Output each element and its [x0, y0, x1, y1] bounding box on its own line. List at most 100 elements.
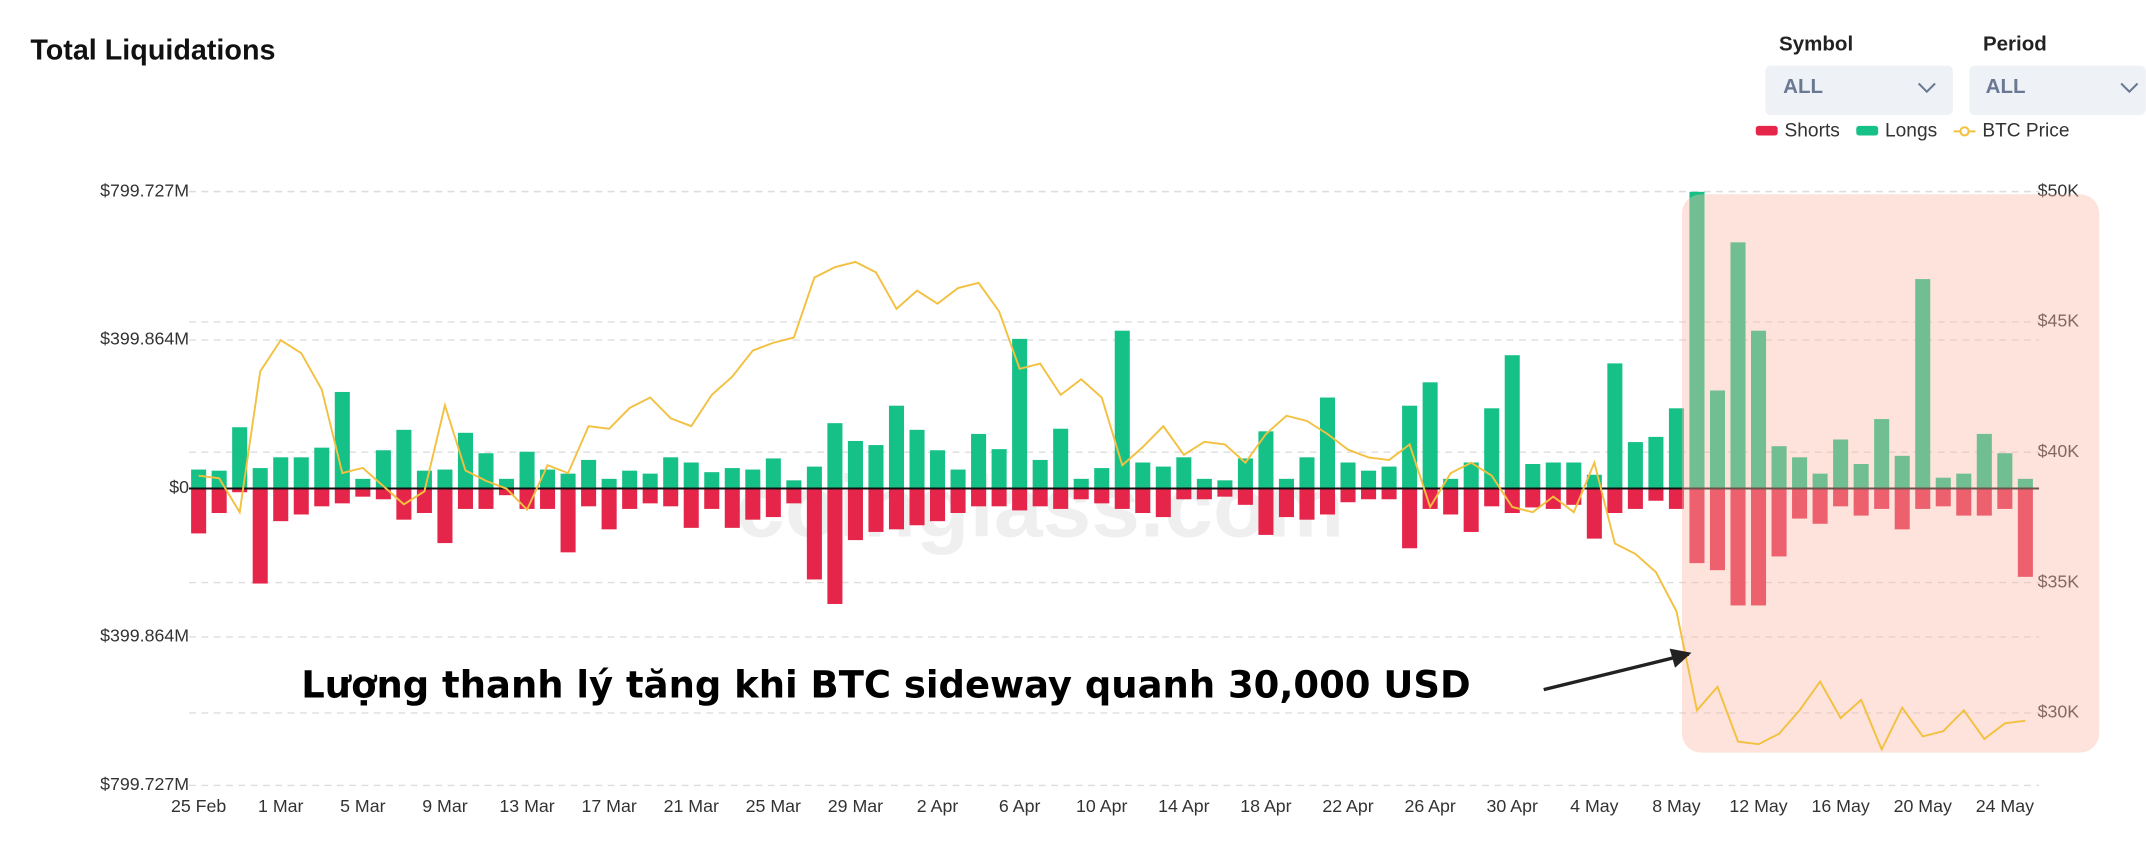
bar	[540, 488, 556, 509]
bar	[1073, 488, 1089, 500]
bar	[683, 462, 699, 489]
bar	[1915, 279, 1931, 489]
bar	[888, 405, 905, 489]
period-dropdown[interactable]: ALL	[1969, 65, 2146, 115]
y-tick-label: $799.727M	[100, 180, 189, 200]
bar	[293, 457, 309, 489]
bar	[971, 488, 987, 507]
bar	[1258, 431, 1274, 489]
bar	[1812, 488, 1828, 524]
bar	[1217, 480, 1233, 489]
chevron[interactable]	[1917, 82, 1936, 94]
bar	[1545, 488, 1561, 509]
bar	[1155, 466, 1171, 489]
bar	[724, 488, 740, 528]
y2-tick-label: $40K	[2038, 441, 2080, 461]
bar	[252, 468, 268, 489]
bar	[355, 478, 371, 489]
y2-tick-label: $45K	[2038, 311, 2080, 331]
bar	[1709, 390, 1726, 489]
bar	[847, 488, 863, 541]
bar	[519, 451, 535, 489]
legend: Shorts Longs BTC Price	[1755, 120, 2070, 141]
x-tick-label: 6 Apr	[999, 796, 1041, 816]
bar	[1525, 488, 1541, 508]
bar	[191, 488, 207, 534]
bar	[1217, 488, 1233, 497]
bar	[1278, 488, 1294, 518]
bar	[314, 447, 330, 489]
bar	[457, 488, 473, 509]
bar	[1976, 488, 1992, 516]
bar	[1094, 468, 1110, 489]
bar	[1997, 453, 2013, 489]
bar	[1237, 488, 1253, 505]
bar	[1012, 488, 1028, 511]
bar	[1176, 488, 1192, 500]
bar	[909, 429, 925, 489]
bar	[1627, 442, 1643, 489]
bar	[786, 488, 802, 504]
bar	[1114, 330, 1130, 489]
chevron[interactable]	[2120, 82, 2139, 94]
bar	[1833, 439, 1849, 489]
x-tick-label: 12 May	[1729, 796, 1787, 816]
bar	[560, 473, 576, 489]
dropdown-box[interactable]	[1969, 65, 2146, 115]
bar	[1956, 488, 1972, 516]
bar	[334, 391, 350, 489]
bar	[1771, 488, 1787, 557]
bar	[1504, 488, 1520, 514]
legend-label: BTC Price	[1982, 120, 2069, 141]
bar	[1689, 488, 1705, 564]
bar	[1730, 488, 1746, 606]
x-tick-label: 13 Mar	[499, 796, 554, 816]
dropdown-box[interactable]	[1765, 65, 1953, 115]
bar	[1751, 330, 1767, 489]
x-tick-label: 24 May	[1976, 796, 2034, 816]
bar	[745, 469, 761, 489]
bar	[191, 469, 207, 489]
x-tick-label: 2 Apr	[917, 796, 959, 816]
bar	[1463, 462, 1479, 489]
bar	[622, 488, 638, 509]
bar	[375, 450, 391, 489]
bar	[1709, 488, 1726, 571]
bar	[396, 429, 412, 489]
bar	[1648, 436, 1664, 489]
bar	[293, 488, 309, 515]
bar	[724, 468, 740, 489]
y-tick-label: $0	[169, 477, 189, 497]
bar	[1853, 463, 1869, 489]
bar	[232, 488, 248, 493]
bar	[1484, 488, 1500, 507]
bar	[1894, 455, 1910, 489]
bar	[1874, 488, 1890, 509]
x-tick-label: 25 Mar	[746, 796, 801, 816]
bar	[581, 488, 597, 507]
x-tick-label: 25 Feb	[171, 796, 226, 816]
bar	[930, 488, 946, 522]
bar	[1319, 397, 1336, 489]
dropdown-value[interactable]: ALL	[1783, 75, 1823, 98]
bar	[1135, 462, 1151, 489]
bar	[765, 488, 781, 518]
bar	[663, 488, 679, 507]
y-tick-label: $799.727M	[100, 774, 189, 794]
bar	[1135, 488, 1151, 514]
bar	[1586, 488, 1602, 539]
symbol-dropdown[interactable]: ALL	[1765, 65, 1953, 115]
bar	[642, 488, 658, 504]
bar	[1566, 462, 1582, 489]
dropdown-value[interactable]: ALL	[1986, 75, 2026, 98]
bar	[1607, 363, 1623, 489]
bar	[1833, 488, 1849, 507]
bar	[950, 488, 966, 514]
bar	[1032, 488, 1048, 507]
bar	[498, 488, 515, 496]
x-tick-label: 29 Mar	[828, 796, 883, 816]
bar	[1278, 478, 1294, 489]
bar	[1114, 488, 1130, 509]
bar	[1443, 478, 1459, 489]
